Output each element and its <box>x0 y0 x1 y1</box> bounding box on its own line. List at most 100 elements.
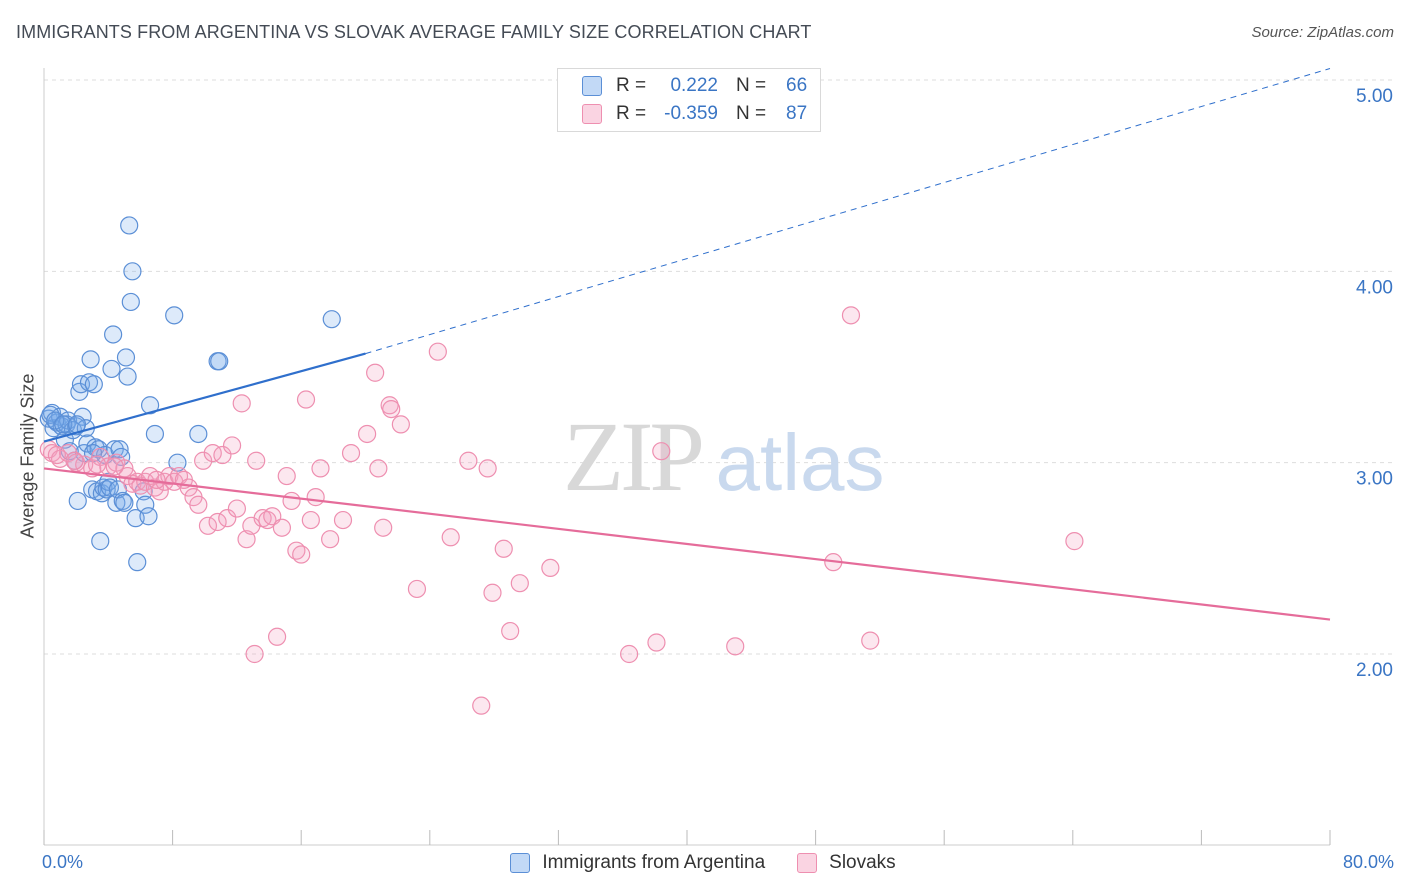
point-argentina <box>136 495 155 514</box>
grid-lines <box>44 79 1395 655</box>
point-argentina <box>120 216 139 235</box>
point-slovaks <box>47 445 66 465</box>
point-slovaks <box>194 451 213 470</box>
point-argentina <box>84 375 103 394</box>
x-tick-right: 80.0% <box>1342 852 1394 872</box>
point-argentina <box>123 262 142 281</box>
point-slovaks <box>341 444 361 463</box>
point-slovaks <box>358 424 377 444</box>
point-argentina <box>81 350 100 369</box>
point-slovaks <box>198 516 218 535</box>
point-argentina <box>70 382 89 401</box>
point-slovaks <box>374 518 393 537</box>
trend-slovaks <box>43 467 1331 621</box>
point-slovaks <box>272 518 292 537</box>
point-slovaks <box>428 342 447 361</box>
point-argentina <box>322 310 341 329</box>
point-slovaks <box>407 579 427 599</box>
watermark-zip: ZIP <box>563 401 701 512</box>
legend-r-label: R = <box>616 103 647 124</box>
point-argentina <box>94 478 113 497</box>
watermark-atlas: atlas <box>716 418 885 507</box>
point-slovaks <box>189 495 208 514</box>
point-argentina <box>128 553 147 572</box>
point-slovaks <box>296 390 316 409</box>
point-argentina <box>168 453 187 472</box>
point-slovaks <box>1065 532 1084 551</box>
point-slovaks <box>179 478 198 497</box>
point-slovaks <box>105 457 124 476</box>
point-slovaks <box>218 509 237 528</box>
point-argentina <box>115 493 134 512</box>
point-slovaks <box>245 644 264 664</box>
point-slovaks <box>382 399 401 419</box>
point-slovaks <box>213 445 232 465</box>
point-slovaks <box>369 459 388 478</box>
legend-row-argentina: R = 0.222 N = 66 <box>582 73 807 99</box>
point-slovaks <box>841 306 861 325</box>
legend-swatch-argentina <box>582 76 602 96</box>
point-slovaks <box>620 644 639 664</box>
point-slovaks <box>222 436 242 455</box>
point-slovaks <box>861 631 880 650</box>
legend-r-label: R = <box>616 75 647 96</box>
y-tick-label: 3.00 <box>1356 469 1393 490</box>
point-argentina <box>110 440 129 459</box>
x-tick-left: 0.0% <box>42 852 84 872</box>
point-slovaks <box>441 528 460 547</box>
legend-row-slovaks: R = -0.359 N = 87 <box>582 101 807 127</box>
point-argentina <box>189 424 208 444</box>
point-argentina <box>54 415 73 434</box>
y-tick-labels: 2.00 3.00 4.00 5.00 <box>1356 86 1393 681</box>
point-slovaks <box>652 442 671 461</box>
point-slovaks <box>483 583 502 602</box>
point-slovaks <box>311 459 330 478</box>
legend-n-value: 66 <box>786 75 808 96</box>
point-slovaks <box>459 451 478 470</box>
point-slovaks <box>267 627 287 646</box>
point-slovaks <box>333 510 353 530</box>
point-slovaks <box>501 621 520 641</box>
point-slovaks <box>87 455 107 474</box>
trend-argentina-solid <box>43 352 366 443</box>
series-argentina-points <box>39 216 341 572</box>
trend-argentina-dashed <box>365 68 1331 355</box>
legend-swatch-argentina <box>510 853 531 873</box>
point-argentina <box>165 306 184 325</box>
point-slovaks <box>472 696 491 715</box>
point-slovaks <box>292 545 311 564</box>
y-tick-label: 5.00 <box>1356 86 1393 107</box>
series-slovaks-points <box>39 306 1084 715</box>
point-argentina <box>68 491 87 511</box>
point-argentina <box>145 424 165 444</box>
point-slovaks <box>65 451 84 470</box>
y-tick-label: 4.00 <box>1356 277 1393 298</box>
series-legend: Immigrants from Argentina Slovaks <box>0 852 1406 874</box>
point-argentina <box>139 507 158 526</box>
legend-swatch-slovaks <box>582 104 602 124</box>
y-axis-label: Average Family Size <box>17 373 38 539</box>
point-slovaks <box>726 637 745 656</box>
source-label: Source: ZipAtlas.com <box>1251 24 1394 41</box>
point-slovaks <box>391 415 410 434</box>
legend-n-label: N = <box>736 75 767 96</box>
point-argentina <box>91 532 110 551</box>
point-slovaks <box>237 530 256 549</box>
point-argentina <box>41 405 60 424</box>
point-argentina <box>112 447 131 467</box>
point-slovaks <box>232 394 251 413</box>
point-argentina <box>116 348 136 367</box>
point-argentina <box>104 325 123 344</box>
point-slovaks <box>478 459 497 478</box>
legend-label-argentina: Immigrants from Argentina <box>542 852 766 873</box>
point-slovaks <box>301 510 320 530</box>
point-slovaks <box>541 558 560 578</box>
point-slovaks <box>208 512 227 532</box>
point-slovaks <box>282 491 301 511</box>
point-slovaks <box>227 499 246 518</box>
legend-item-argentina: Immigrants from Argentina <box>510 852 765 874</box>
point-slovaks <box>366 363 385 382</box>
point-argentina <box>121 292 140 312</box>
point-slovaks <box>247 451 266 470</box>
